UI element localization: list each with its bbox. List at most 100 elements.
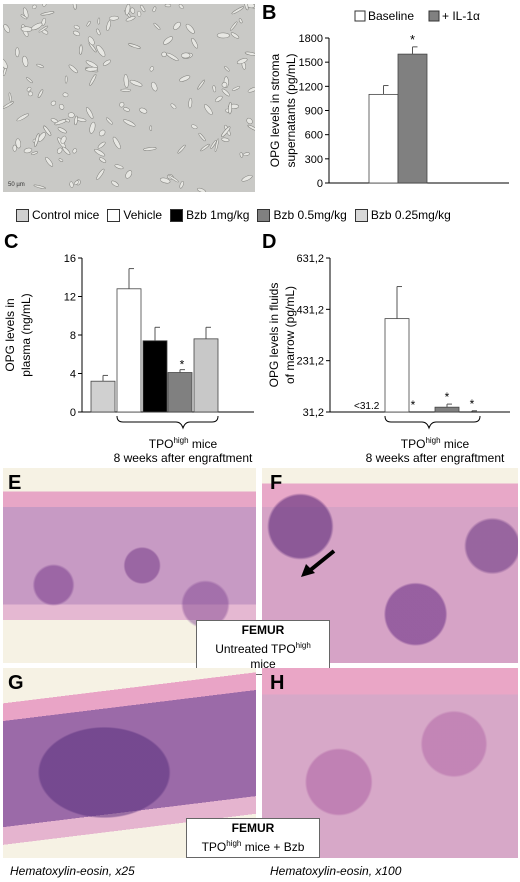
panel-letter-b: B [262, 2, 277, 24]
y-axis-label: plasma (ng/mL) [19, 293, 33, 376]
cell-shape [73, 25, 80, 30]
micrograph-stroma-cells: 50 µm [3, 4, 255, 192]
cell-shape [89, 121, 96, 134]
legend-label: Bzb 1mg/kg [186, 208, 250, 222]
cell-shape [215, 95, 223, 103]
y-tick-label: 600 [305, 130, 323, 142]
cell-shape [114, 164, 124, 170]
cell-shape [99, 157, 107, 163]
cell-shape [33, 184, 46, 189]
femur-label-untreated: FEMUR Untreated TPOhigh mice [196, 620, 330, 675]
cell-shape [43, 125, 52, 136]
group-bracket [384, 415, 481, 430]
femur-title: FEMUR [231, 821, 275, 835]
bar [384, 318, 410, 413]
cell-shape [137, 10, 142, 17]
y-tick-label: 12 [64, 292, 76, 304]
cell-shape [228, 102, 232, 115]
scale-bar-label: 50 µm [8, 182, 25, 188]
y-axis-label: OPG levels in stroma [268, 53, 282, 167]
cell-shape [125, 4, 131, 16]
cell-shape [130, 7, 136, 14]
cell-shape [123, 107, 130, 112]
cell-shape [85, 66, 98, 72]
cells-image [3, 4, 255, 192]
cell-shape [120, 88, 132, 92]
cell-shape [98, 129, 106, 137]
cell-shape [50, 118, 58, 123]
bracket-label-line1: TPOhigh mice [148, 436, 218, 451]
cell-shape [3, 101, 14, 109]
legend-item-bzb-05: Bzb 0.5mg/kg [257, 208, 347, 222]
bar [90, 380, 116, 413]
cell-shape [123, 74, 129, 89]
cell-shape [170, 103, 177, 109]
bar [434, 406, 460, 413]
chart-c: 0 4 8 12 16 OPG levels in plasma (ng/mL) * [3, 253, 254, 430]
cell-shape [3, 57, 8, 69]
cell-shape [87, 36, 95, 46]
bracket-label-line2: 8 weeks after engraftment [365, 451, 505, 465]
cell-shape [247, 124, 255, 131]
bar [116, 288, 142, 413]
cell-shape [50, 100, 57, 106]
cell-shape [198, 132, 206, 142]
cell-shape [143, 147, 157, 151]
panel-letter-e: E [8, 472, 22, 494]
cell-shape [89, 74, 97, 86]
cell-shape [85, 107, 94, 119]
cell-shape [67, 112, 75, 118]
cell-shape [149, 125, 153, 131]
cell-shape [244, 4, 249, 11]
y-tick-label: 1800 [299, 33, 323, 45]
cell-shape [23, 7, 29, 19]
cell-shape [79, 44, 83, 55]
y-tick-label: 16 [64, 253, 76, 265]
cell-shape [166, 52, 179, 61]
cell-shape [238, 18, 243, 24]
cell-shape [8, 92, 12, 103]
legend-treatments: Control mice Vehicle Bzb 1mg/kg Bzb 0.5m… [16, 208, 459, 222]
cell-shape [20, 14, 28, 20]
y-tick-label: 1500 [299, 57, 323, 69]
cell-shape [26, 86, 32, 92]
legend-label: Bzb 0.25mg/kg [370, 208, 451, 222]
y-tick-label: 300 [305, 154, 323, 166]
cell-shape [153, 22, 161, 30]
y-tick-label: 0 [317, 178, 323, 190]
legend-item-vehicle: Vehicle [107, 208, 162, 222]
cell-shape [20, 26, 33, 32]
cell-shape [15, 138, 22, 149]
cell-shape [96, 28, 101, 36]
legend-swatch [354, 10, 366, 22]
cell-shape [179, 75, 191, 82]
cell-shape [16, 113, 29, 122]
femur-desc: TPOhigh mice + Bzb [201, 839, 305, 854]
significance-star: * [470, 397, 475, 411]
cell-shape [212, 85, 217, 93]
panel-letter-f: F [270, 472, 283, 494]
cell-shape [3, 24, 10, 33]
y-axis-label: OPG levels in fluids [267, 283, 281, 388]
cell-shape [12, 144, 17, 152]
cell-shape [236, 58, 248, 65]
cell-shape [177, 144, 186, 154]
cell-shape [188, 97, 193, 109]
panel-letter-g: G [8, 672, 24, 694]
panel-letter-c: C [4, 231, 19, 253]
cell-shape [243, 152, 250, 157]
cell-shape [22, 55, 29, 67]
cell-shape [111, 180, 119, 187]
y-axis-label: OPG levels in [3, 298, 17, 371]
cell-shape [42, 4, 47, 7]
cell-shape [164, 4, 172, 8]
cell-shape [149, 66, 154, 72]
legend-label: Baseline [368, 9, 414, 23]
significance-star: * [445, 390, 450, 404]
bracket-label-c: TPOhigh mice 8 weeks after engraftment [108, 434, 258, 465]
legend-item-control: Control mice [16, 208, 99, 222]
cell-shape [94, 148, 106, 157]
caption-x25: Hematoxylin-eosin, x25 [10, 864, 135, 878]
cell-shape [159, 177, 171, 184]
cell-shape [15, 47, 20, 58]
